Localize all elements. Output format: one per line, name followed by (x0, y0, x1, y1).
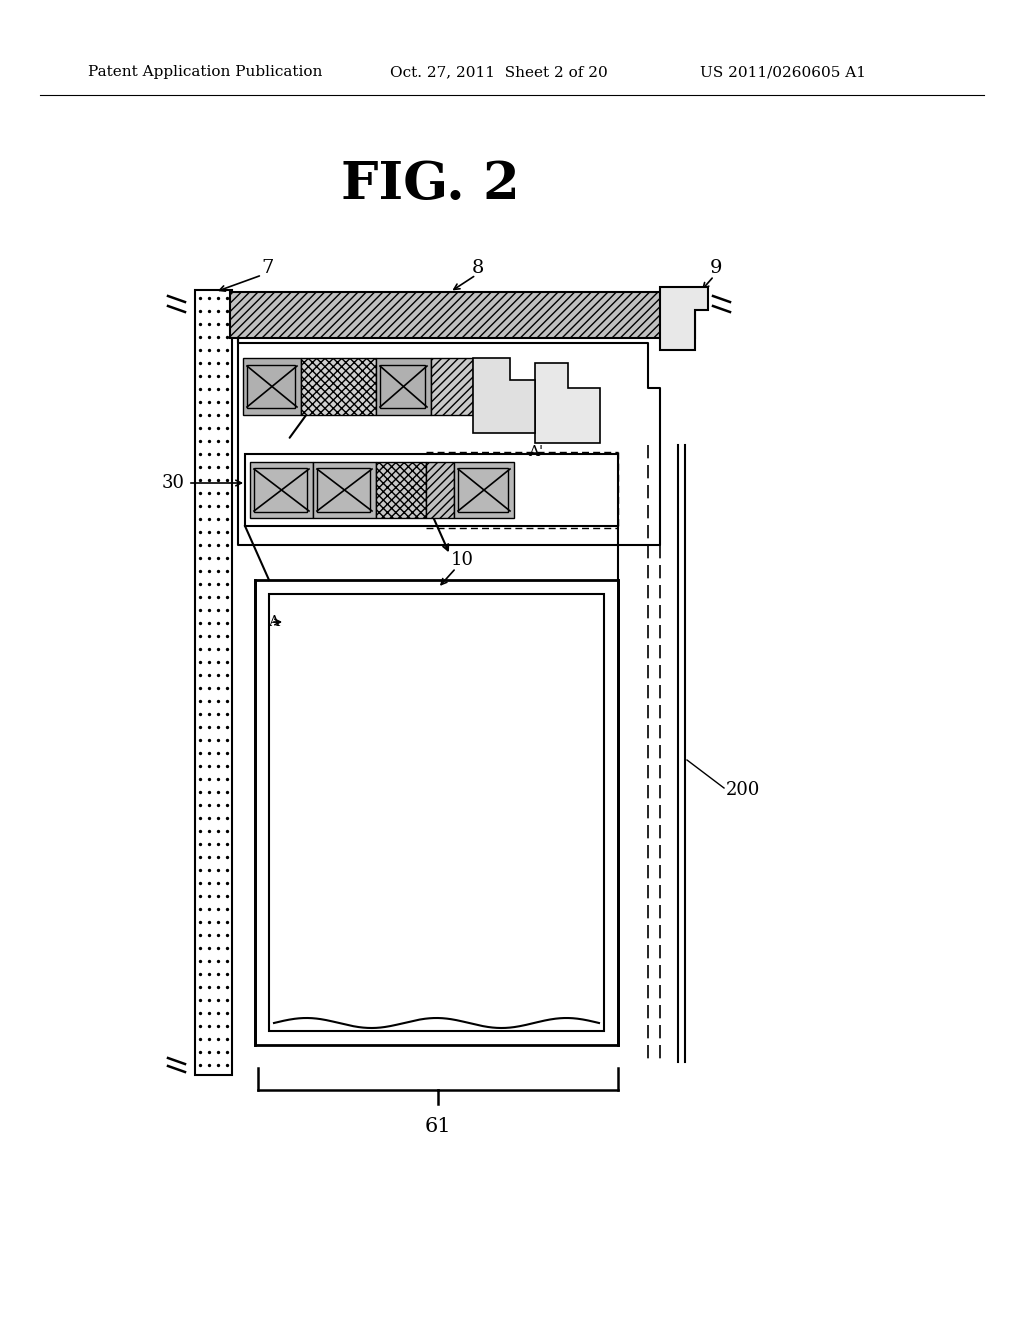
Text: 10: 10 (451, 550, 473, 569)
Bar (380, 366, 425, 408)
Bar (269, 594, 604, 1031)
Bar (255, 579, 618, 1045)
Bar (454, 462, 514, 517)
Text: A': A' (528, 445, 543, 459)
Text: 200: 200 (726, 781, 761, 799)
Polygon shape (660, 286, 708, 350)
Text: 30: 30 (162, 474, 185, 492)
Text: Oct. 27, 2011  Sheet 2 of 20: Oct. 27, 2011 Sheet 2 of 20 (390, 65, 608, 79)
Bar (317, 469, 370, 512)
Text: Patent Application Publication: Patent Application Publication (88, 65, 323, 79)
Bar (426, 462, 454, 517)
Bar (313, 462, 376, 517)
Polygon shape (535, 363, 600, 444)
Text: 8: 8 (472, 259, 484, 277)
Text: 9: 9 (710, 259, 722, 277)
Bar (230, 292, 695, 338)
Bar (245, 454, 618, 525)
Text: US 2011/0260605 A1: US 2011/0260605 A1 (700, 65, 866, 79)
Bar (458, 469, 508, 512)
Bar (431, 358, 473, 414)
Bar (250, 462, 313, 517)
Bar (243, 358, 301, 414)
Text: 7: 7 (262, 259, 274, 277)
Polygon shape (473, 358, 535, 433)
Bar (301, 358, 376, 414)
Bar (376, 462, 426, 517)
Bar (195, 290, 232, 1074)
Text: A: A (268, 615, 279, 630)
Bar (247, 366, 295, 408)
Bar (254, 469, 307, 512)
Bar (376, 358, 431, 414)
Text: 61: 61 (425, 1117, 452, 1135)
Text: FIG. 2: FIG. 2 (341, 160, 519, 210)
